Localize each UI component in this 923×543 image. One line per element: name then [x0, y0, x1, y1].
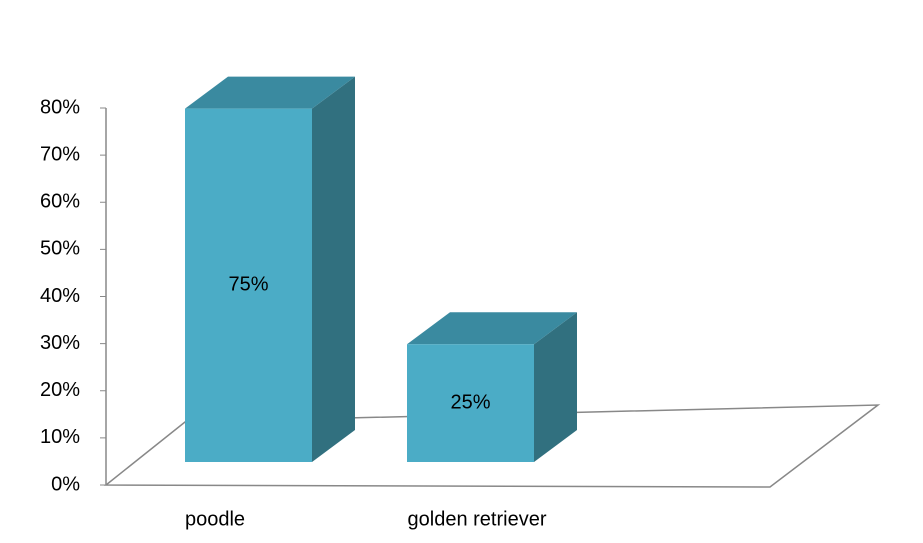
value-label: 25%	[450, 391, 490, 413]
bar	[185, 76, 355, 462]
bar-top	[407, 312, 577, 345]
y-tick-label: 0%	[51, 473, 80, 495]
y-tick-label: 30%	[40, 332, 80, 354]
bar-front	[185, 108, 312, 462]
x-tick-label: poodle	[185, 508, 245, 530]
floor	[103, 404, 881, 488]
y-tick-label: 40%	[40, 285, 80, 307]
x-tick-label: golden retriever	[408, 508, 547, 530]
bar-top	[185, 76, 355, 109]
bar	[407, 312, 577, 462]
y-tick-label: 80%	[40, 96, 80, 118]
bar-front	[407, 344, 534, 462]
y-tick-label: 60%	[40, 191, 80, 213]
bar-side	[534, 312, 577, 462]
y-tick-label: 70%	[40, 143, 80, 165]
y-tick-label: 10%	[40, 426, 80, 448]
y-tick-label: 20%	[40, 379, 80, 401]
y-tick-label: 50%	[40, 238, 80, 260]
bar-side	[312, 76, 355, 462]
value-label: 75%	[228, 274, 268, 296]
